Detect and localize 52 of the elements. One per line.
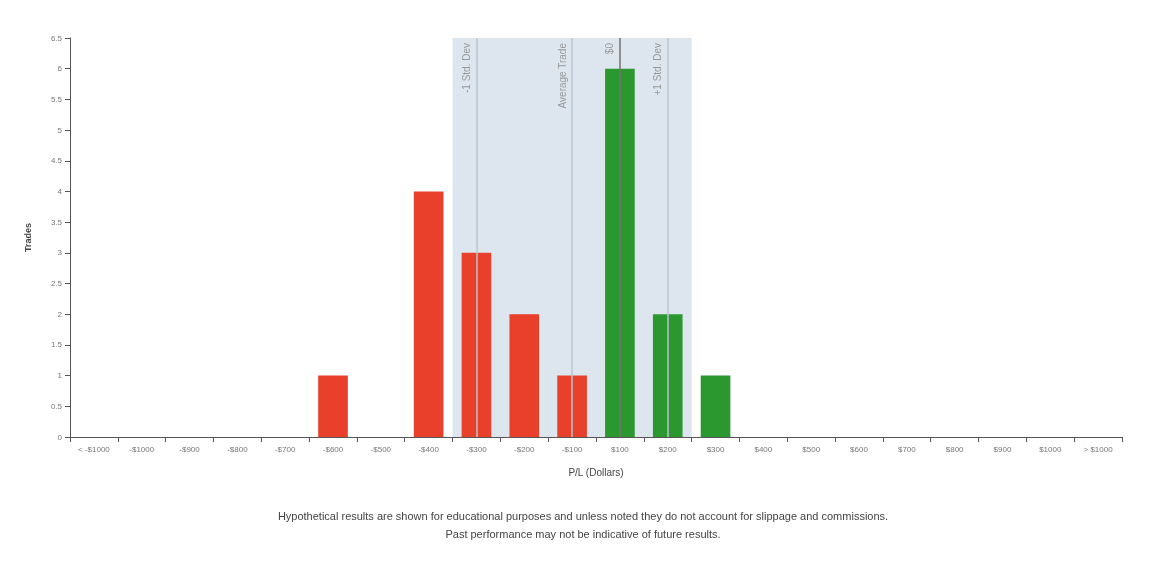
bar [605,68,635,437]
x-tick-label: $200 [658,444,678,454]
x-tick-label: -$800 [227,444,249,454]
text: Past performance may not be indicative of future results. [445,527,721,540]
x-tick-label: > $1000 [1083,444,1114,454]
x-tick-label: $600 [850,444,869,454]
y-tick-label: 5.5 [50,94,63,104]
bar [509,314,540,437]
y-tick-label: 2 [57,309,63,319]
x-tick-label: -$400 [418,444,440,454]
x-tick-label: -$900 [179,444,201,454]
x-tick-label: $700 [897,444,917,454]
x-tick-label: -$600 [322,444,344,454]
x-tick-label: $500 [802,444,821,454]
x-tick-label: -$700 [274,444,296,454]
ref-line-label: Average Trade [556,42,568,109]
x-axis-title: P/L (Dollars) [568,466,624,478]
bar [461,252,492,437]
y-tick-label: 3.5 [50,217,63,227]
y-tick-label: 6 [57,64,63,74]
x-tick-label: $400 [754,444,773,454]
bar [318,375,348,437]
text: Hypothetical results are shown for educational purposes and unless noted they do not account for slippage and commissions. [277,509,889,522]
y-tick-label: 2.5 [50,279,63,289]
bar [413,191,444,437]
x-tick-label: $900 [993,444,1012,454]
x-tick-label: $800 [945,444,965,454]
ref-line-label: -1 Std. Dev [460,43,472,94]
y-tick-label: 4 [57,186,63,196]
bar [700,375,731,437]
y-tick-label: 3 [57,248,63,258]
bar [652,314,683,437]
x-tick-label: $300 [706,444,725,454]
ref-line-label: +1 Std. Dev [652,43,664,96]
y-tick-label: 1.5 [50,340,63,350]
y-tick-label: 0.5 [50,401,63,411]
x-tick-label: -$200 [514,444,536,454]
y-axis-title: Trades [22,222,33,253]
y-tick-label: 5 [57,125,63,135]
x-tick-label: -$1000 [129,444,155,454]
y-tick-label: 0 [57,432,63,442]
ref-line-label: $0 [604,42,616,55]
x-tick-label: -$300 [466,444,488,454]
bar [557,375,587,437]
y-tick-label: 6.5 [50,33,63,43]
x-tick-label: $1000 [1039,444,1062,454]
x-tick-label: -$100 [561,444,583,454]
x-tick-label: -$500 [370,444,392,454]
x-tick-label: $100 [611,444,630,454]
x-tick-label: < -$1000 [78,444,111,454]
y-tick-label: 1 [57,371,63,381]
y-tick-label: 4.5 [50,156,63,166]
